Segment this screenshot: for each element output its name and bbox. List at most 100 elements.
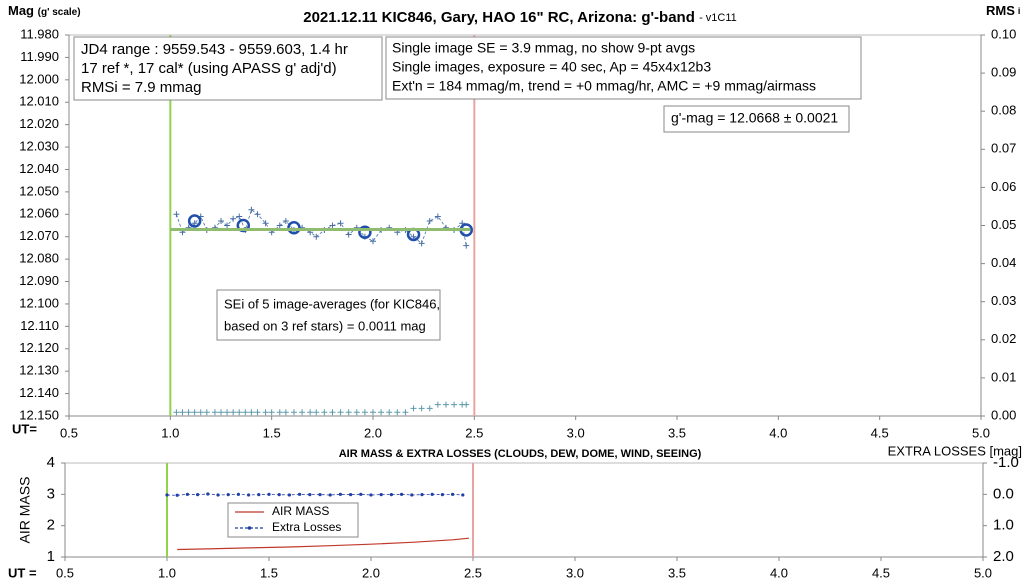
chart-title: 2021.12.11 KIC846, Gary, HAO 16" RC, Ari… <box>303 9 737 26</box>
plus-marker <box>353 409 360 416</box>
plus-marker <box>282 409 289 416</box>
plus-marker <box>313 233 320 240</box>
plus-marker <box>329 222 336 229</box>
plus-marker <box>299 409 306 416</box>
y-tick-label: 12.000 <box>19 71 59 86</box>
plus-marker <box>307 409 314 416</box>
dot-marker <box>328 493 332 497</box>
x-tick-label: 1.0 <box>161 425 179 440</box>
dot-marker <box>287 493 291 497</box>
annotation-text: 17 ref *, 17 cal* (using APASS g' adj'd) <box>81 60 337 77</box>
plus-marker <box>337 409 344 416</box>
plus-marker <box>463 401 470 408</box>
dot-marker <box>359 492 363 496</box>
x-tick-label: 2.5 <box>465 425 483 440</box>
x-axis-label: UT = <box>8 565 37 580</box>
plus-marker <box>361 409 368 416</box>
dot-marker <box>379 493 383 497</box>
plus-marker <box>230 409 237 416</box>
plus-marker <box>236 409 243 416</box>
plus-marker <box>191 409 198 416</box>
x-tick-label: 2.5 <box>464 565 482 580</box>
annotation-box <box>216 289 441 341</box>
y-tick-label: 4 <box>47 454 55 471</box>
dot-marker <box>440 493 444 497</box>
plus-marker <box>276 409 283 416</box>
dot-marker <box>226 493 230 497</box>
plus-marker <box>173 211 180 218</box>
plus-marker <box>345 231 352 238</box>
plus-marker <box>262 220 269 227</box>
dot-marker <box>308 493 312 497</box>
title-text: 2021.12.11 KIC846, Gary, HAO 16" RC, Ari… <box>303 9 695 26</box>
average-marker <box>287 220 301 235</box>
plus-marker <box>410 405 417 412</box>
annotation-text: based on 3 ref stars) = 0.0011 mag <box>224 318 426 333</box>
y2-tick-label: 2.0 <box>993 548 1014 565</box>
x-tick-label: 3.5 <box>668 425 686 440</box>
plus-marker <box>329 409 336 416</box>
plus-marker <box>191 220 198 227</box>
plus-marker <box>386 409 393 416</box>
y-tick-label: 12.060 <box>19 206 59 221</box>
dot-marker <box>247 493 251 497</box>
plus-marker <box>370 238 376 245</box>
plus-marker <box>242 409 249 416</box>
plus-marker <box>426 218 433 225</box>
plus-marker <box>313 409 320 416</box>
series-line <box>177 537 469 551</box>
plus-marker <box>248 206 255 213</box>
title-version: - v1C11 <box>699 12 737 24</box>
y2-tick-label: 0.02 <box>991 331 1016 346</box>
dot-marker <box>298 492 302 496</box>
plus-marker <box>179 409 186 416</box>
y2-tick-label: 0.07 <box>991 141 1016 156</box>
x-tick-label: 3.5 <box>668 565 686 580</box>
plus-marker <box>197 409 204 416</box>
plus-marker <box>418 405 425 412</box>
plot-frame <box>64 462 984 558</box>
dot-marker <box>451 492 455 496</box>
dot-marker <box>389 493 393 497</box>
plus-marker <box>290 409 297 416</box>
y-tick-label: 12.020 <box>19 116 59 131</box>
plus-marker <box>442 401 449 408</box>
plus-marker <box>218 409 224 416</box>
y-tick-label: 12.070 <box>19 228 59 243</box>
y-tick-label: 11.990 <box>20 49 59 64</box>
annotation-box <box>663 105 850 133</box>
dot-marker <box>338 492 342 496</box>
x-tick-label: 2.0 <box>364 425 382 440</box>
y-tick-label: 12.080 <box>19 251 59 266</box>
dot-marker <box>175 493 179 497</box>
y2-tick-label: 0.0 <box>993 485 1014 502</box>
y2-tick-label: 1.0 <box>993 517 1014 534</box>
dot-marker <box>196 493 200 497</box>
dot-marker <box>410 493 414 497</box>
x-tick-label: 1.5 <box>263 425 281 440</box>
dot-marker <box>206 492 210 496</box>
dot-marker <box>430 492 434 496</box>
annotation-text: Ext'n = 184 mmag/m, trend = +0 mmag/hr, … <box>392 78 816 94</box>
plus-marker <box>248 409 255 416</box>
y-tick-label: 12.110 <box>20 318 59 333</box>
dot-marker <box>185 492 189 496</box>
y-axis-label: AIR MASS <box>17 477 33 544</box>
average-marker <box>358 225 372 239</box>
y2-tick-label: 0.06 <box>991 179 1016 194</box>
plus-marker <box>268 409 275 416</box>
x-tick-label: 4.5 <box>872 565 890 580</box>
plus-marker <box>370 409 376 416</box>
plus-marker <box>345 409 352 416</box>
plus-marker <box>394 409 401 416</box>
plus-marker <box>230 215 237 222</box>
plus-marker <box>224 409 231 416</box>
y2-tick-label: 0.10 <box>991 26 1016 41</box>
x-tick-label: 5.0 <box>972 425 990 440</box>
x-tick-label: 0.5 <box>60 425 78 440</box>
annotation-box <box>385 36 862 100</box>
x-tick-label: 2.0 <box>362 565 380 580</box>
plus-marker <box>434 401 441 408</box>
dot-marker <box>400 492 404 496</box>
